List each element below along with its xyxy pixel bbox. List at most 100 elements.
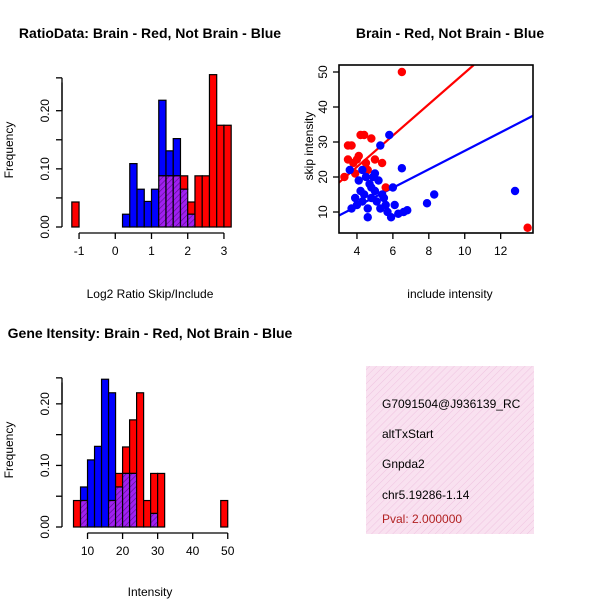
brain-fit-line bbox=[339, 65, 475, 184]
info-event-type: altTxStart bbox=[382, 427, 434, 441]
scatter-point-brain bbox=[354, 151, 363, 161]
intensity-y-axis-label: Frequency bbox=[2, 422, 16, 479]
histogram-bar-brain bbox=[150, 472, 159, 515]
info-location: chr5.19286-1.14 bbox=[382, 488, 470, 502]
x-tick-label: 4 bbox=[354, 244, 361, 258]
histogram-bar-not-brain bbox=[93, 445, 103, 528]
histogram-bar-brain bbox=[216, 124, 225, 228]
scatter-axes: 4 6 8 10 12 10 20 30 40 50 bbox=[316, 64, 534, 258]
scatter-point-not-brain bbox=[350, 193, 360, 203]
x-tick-label: 3 bbox=[221, 244, 228, 258]
scatter-point-not-brain bbox=[358, 197, 367, 206]
histogram-bar-overlap bbox=[172, 175, 182, 228]
y-tick-label: 0.00 bbox=[38, 215, 52, 239]
histogram-bar-overlap bbox=[150, 512, 159, 528]
x-tick-label: 2 bbox=[184, 244, 191, 258]
scatter-point-brain bbox=[340, 172, 349, 182]
x-tick-label: 30 bbox=[151, 544, 165, 558]
intensity-bars bbox=[72, 378, 229, 528]
histogram-bar-brain bbox=[187, 201, 196, 215]
scatter-points bbox=[340, 67, 532, 232]
intensity-axes: 10 20 30 40 50 0.00 0.10 0.20 bbox=[38, 377, 235, 558]
histogram-bar-not-brain bbox=[121, 213, 131, 228]
histogram-bar-not-brain bbox=[129, 163, 138, 228]
ratio-bars bbox=[71, 74, 232, 228]
scatter-point-not-brain bbox=[388, 183, 398, 192]
x-tick-label: 6 bbox=[390, 244, 397, 258]
ratio-x-axis-label: Log2 Ratio Skip/Include bbox=[87, 287, 214, 301]
scatter-point-brain bbox=[370, 155, 380, 164]
histogram-bar-brain bbox=[121, 446, 131, 475]
histogram-bar-not-brain bbox=[107, 392, 117, 502]
histogram-bar-overlap bbox=[165, 175, 174, 228]
histogram-bar-overlap bbox=[179, 188, 189, 228]
scatter-point-not-brain bbox=[374, 176, 383, 185]
info-pval: Pval: 2.000000 bbox=[382, 512, 462, 526]
histogram-bar-not-brain bbox=[150, 188, 160, 228]
histogram-bar-brain bbox=[157, 472, 166, 528]
x-tick-label: 40 bbox=[186, 544, 200, 558]
histogram-bar-brain bbox=[194, 175, 203, 228]
histogram-bar-overlap bbox=[128, 472, 138, 528]
scatter-point-not-brain bbox=[422, 199, 432, 208]
histogram-bar-not-brain bbox=[165, 150, 174, 177]
info-panel: G7091504@J936139_RC altTxStart Gnpda2 ch… bbox=[366, 366, 534, 534]
ratio-histogram-panel: RatioData: Brain - Red, Not Brain - Blue… bbox=[2, 25, 281, 301]
histogram-bar-overlap bbox=[79, 499, 89, 528]
histogram-bar-not-brain bbox=[172, 138, 182, 177]
histogram-bar-overlap bbox=[107, 499, 117, 528]
histogram-bar-brain bbox=[128, 419, 138, 475]
scatter-point-not-brain bbox=[390, 200, 399, 210]
x-tick-label: 8 bbox=[425, 244, 432, 258]
histogram-bar-overlap bbox=[158, 175, 167, 228]
scatter-point-not-brain bbox=[359, 190, 369, 199]
scatter-y-axis-label: skip intensity bbox=[302, 112, 316, 181]
intensity-chart-title: Gene Itensity: Brain - Red, Not Brain - … bbox=[8, 325, 293, 341]
y-tick-label: 0.10 bbox=[38, 453, 52, 477]
y-tick-label: 0.00 bbox=[38, 515, 52, 539]
intensity-histogram-panel: Gene Itensity: Brain - Red, Not Brain - … bbox=[2, 325, 293, 599]
y-tick-label: 20 bbox=[316, 170, 330, 184]
scatter-point-not-brain bbox=[386, 213, 396, 222]
histogram-bar-brain bbox=[201, 175, 211, 228]
histogram-bar-brain bbox=[114, 472, 124, 488]
x-tick-label: 10 bbox=[458, 244, 472, 258]
scatter-point-not-brain bbox=[379, 193, 389, 203]
histogram-bar-brain bbox=[136, 392, 145, 528]
scatter-point-not-brain bbox=[403, 206, 412, 215]
scatter-point-not-brain bbox=[345, 165, 354, 175]
scatter-point-not-brain bbox=[372, 197, 381, 206]
scatter-point-brain bbox=[347, 141, 356, 150]
histogram-bar-brain bbox=[72, 499, 82, 528]
scatter-point-not-brain bbox=[381, 200, 390, 210]
y-tick-label: 30 bbox=[316, 135, 330, 149]
histogram-bar-brain bbox=[223, 124, 232, 228]
histogram-bar-overlap bbox=[187, 213, 196, 228]
scatter-point-not-brain bbox=[397, 164, 407, 173]
scatter-point-not-brain bbox=[430, 190, 439, 199]
histogram-bar-brain bbox=[71, 201, 80, 228]
x-tick-label: 20 bbox=[116, 544, 130, 558]
histogram-bar-not-brain bbox=[143, 200, 153, 228]
histogram-bar-not-brain bbox=[100, 378, 110, 528]
histogram-bar-not-brain bbox=[79, 486, 89, 502]
x-tick-label: -1 bbox=[74, 244, 85, 258]
x-tick-label: 10 bbox=[81, 544, 95, 558]
scatter-point-brain bbox=[397, 67, 407, 77]
scatter-point-brain bbox=[361, 158, 371, 168]
y-tick-label: 40 bbox=[316, 100, 330, 114]
histogram-bar-not-brain bbox=[136, 188, 145, 228]
y-tick-label: 50 bbox=[316, 65, 330, 79]
scatter-point-brain bbox=[359, 130, 369, 140]
scatter-point-not-brain bbox=[361, 172, 371, 182]
scatter-point-not-brain bbox=[370, 169, 380, 178]
histogram-bar-brain bbox=[143, 499, 152, 528]
scatter-point-brain bbox=[367, 134, 376, 143]
scatter-point-not-brain bbox=[376, 141, 385, 150]
info-event-id: G7091504@J936139_RC bbox=[382, 397, 521, 411]
scatter-point-not-brain bbox=[363, 213, 372, 222]
scatter-point-not-brain bbox=[363, 204, 372, 213]
scatter-point-not-brain bbox=[385, 130, 394, 140]
scatter-point-brain bbox=[523, 223, 532, 232]
